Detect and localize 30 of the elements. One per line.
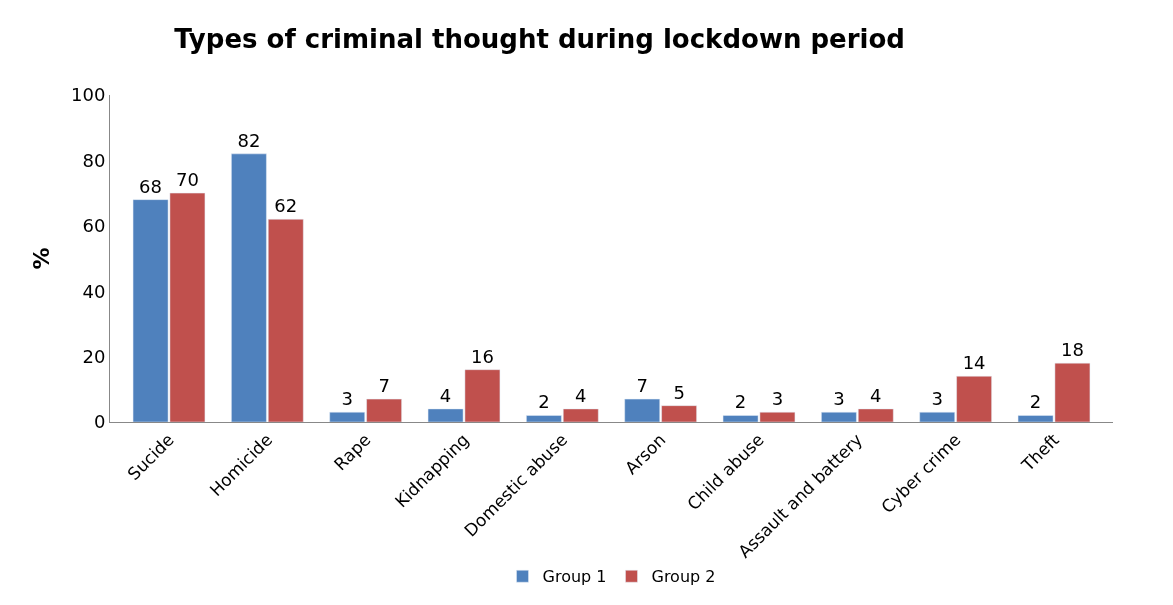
data-label: 14 — [962, 352, 986, 374]
data-label: 2 — [538, 391, 550, 413]
y-tick-label: 60 — [82, 215, 106, 237]
data-label: 68 — [139, 175, 163, 197]
y-tick-label: 80 — [82, 149, 106, 171]
data-label: 62 — [274, 195, 298, 217]
legend-label: Group 1 — [542, 567, 607, 587]
data-label: 3 — [771, 388, 784, 410]
chart-title: Types of criminal thought during lockdown period — [174, 24, 905, 55]
data-label: 82 — [237, 129, 261, 151]
data-label: 70 — [175, 169, 199, 191]
data-label: 2 — [734, 391, 747, 413]
y-tick-label: 20 — [82, 345, 106, 367]
data-label: 4 — [575, 384, 587, 406]
y-axis-title: % — [28, 247, 54, 270]
data-label: 3 — [341, 388, 353, 410]
data-label: 7 — [378, 375, 390, 397]
y-tick-label: 100 — [71, 84, 106, 106]
y-tick-label: 0 — [93, 411, 106, 433]
y-tick-label: 40 — [82, 280, 106, 302]
data-label: 3 — [931, 388, 943, 410]
data-label: 7 — [636, 375, 648, 397]
data-label: 18 — [1060, 339, 1084, 361]
legend-label: Group 2 — [651, 567, 716, 587]
data-label: 5 — [673, 381, 685, 403]
data-label: 4 — [870, 384, 882, 406]
data-label: 16 — [470, 345, 494, 367]
data-label: 4 — [439, 384, 452, 406]
data-label: 2 — [1029, 391, 1042, 413]
data-label: 3 — [833, 388, 845, 410]
